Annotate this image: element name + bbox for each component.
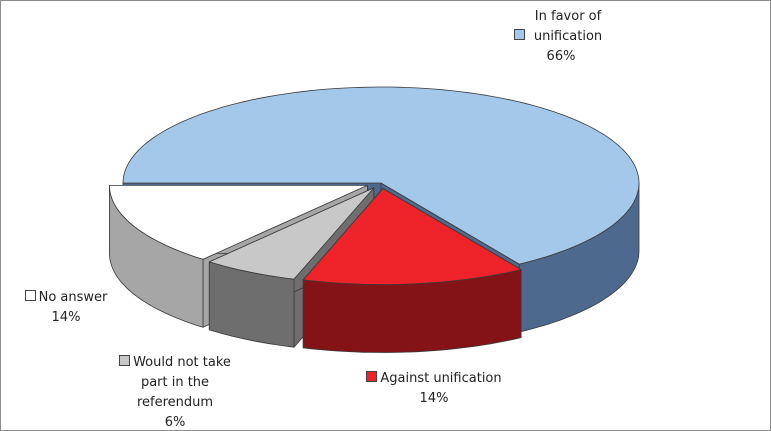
label: Against unification 14% <box>359 369 509 409</box>
label: Would not take part in the referendum 6% <box>113 353 237 430</box>
label-value: 14% <box>419 391 449 406</box>
label: In favor of unification 66% <box>501 7 621 67</box>
label-name: No answer <box>38 290 108 305</box>
slice <box>302 188 522 285</box>
slice <box>208 187 375 280</box>
label-name: Against unification <box>380 371 502 386</box>
slice <box>122 86 640 265</box>
legend-swatch <box>514 29 525 40</box>
label-value: 14% <box>51 310 81 325</box>
label-value: 6% <box>164 415 186 430</box>
legend-swatch <box>366 371 378 382</box>
legend-swatch <box>24 290 36 301</box>
label-name: In favor of unification <box>533 9 603 44</box>
slice <box>109 185 368 260</box>
legend-swatch <box>119 355 131 366</box>
label-value: 66% <box>546 49 576 64</box>
label: No answer 14% <box>21 288 111 328</box>
label-name: Would not take part in the referendum <box>133 355 231 410</box>
